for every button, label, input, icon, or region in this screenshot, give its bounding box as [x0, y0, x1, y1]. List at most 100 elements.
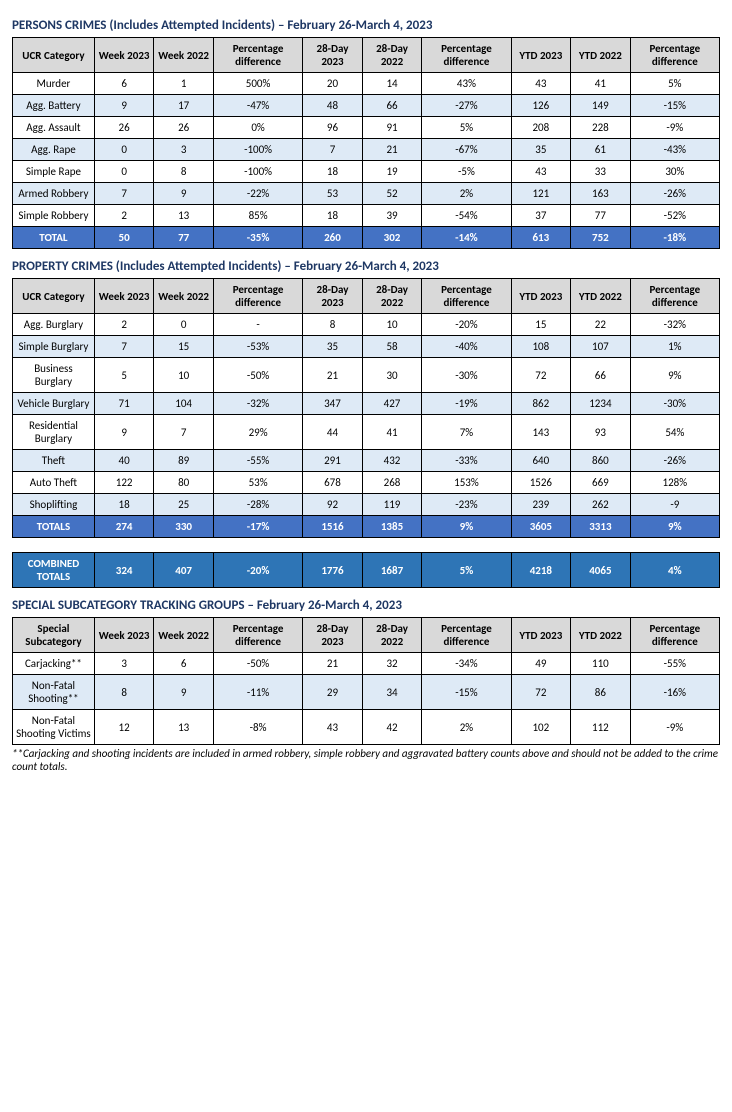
cell: Agg. Assault — [13, 117, 95, 139]
cell: -15% — [422, 675, 511, 710]
cell: Agg. Burglary — [13, 314, 95, 336]
property-header-row: UCR CategoryWeek 2023Week 2022Percentage… — [13, 279, 720, 314]
table-row: Non-Fatal Shooting**89-11%2934-15%7286-1… — [13, 675, 720, 710]
table-row: Shoplifting1825-28%92119-23%239262-9 — [13, 494, 720, 516]
cell: 12 — [94, 710, 154, 745]
cell: Simple Burglary — [13, 336, 95, 358]
cell: 4065 — [571, 553, 631, 588]
cell: 330 — [154, 516, 214, 538]
cell: 18 — [303, 205, 363, 227]
cell: 0 — [94, 139, 154, 161]
cell: 274 — [94, 516, 154, 538]
cell: 80 — [154, 472, 214, 494]
cell: 1687 — [362, 553, 422, 588]
cell: 17 — [154, 95, 214, 117]
cell: 21 — [303, 358, 363, 393]
cell: 110 — [571, 653, 631, 675]
column-header: YTD 2022 — [571, 279, 631, 314]
cell: 9 — [94, 415, 154, 450]
cell: 143 — [511, 415, 571, 450]
column-header: Percentage difference — [630, 38, 719, 73]
cell: 2% — [422, 183, 511, 205]
combined-table: COMBINED TOTALS324407-20%177616875%42184… — [12, 552, 720, 588]
combined-row: COMBINED TOTALS324407-20%177616875%42184… — [13, 553, 720, 588]
column-header: YTD 2022 — [571, 38, 631, 73]
cell: 8 — [154, 161, 214, 183]
column-header: Week 2022 — [154, 618, 214, 653]
persons-table: UCR CategoryWeek 2023Week 2022Percentage… — [12, 37, 720, 249]
column-header: Percentage difference — [630, 279, 719, 314]
cell: 3313 — [571, 516, 631, 538]
cell: 119 — [362, 494, 422, 516]
column-header: Percentage difference — [213, 279, 302, 314]
cell: 302 — [362, 227, 422, 249]
cell: 208 — [511, 117, 571, 139]
cell: 860 — [571, 450, 631, 472]
cell: -9 — [630, 494, 719, 516]
cell: -20% — [422, 314, 511, 336]
table-row: Theft4089-55%291432-33%640860-26% — [13, 450, 720, 472]
column-header: 28-Day 2022 — [362, 38, 422, 73]
property-title: PROPERTY CRIMES (Includes Attempted Inci… — [12, 259, 720, 274]
cell: 54% — [630, 415, 719, 450]
cell: 43 — [511, 73, 571, 95]
cell: Business Burglary — [13, 358, 95, 393]
table-row: Auto Theft1228053%678268153%1526669128% — [13, 472, 720, 494]
cell: 2 — [94, 205, 154, 227]
cell: Non-Fatal Shooting Victims — [13, 710, 95, 745]
cell: 9% — [630, 516, 719, 538]
cell: 153% — [422, 472, 511, 494]
cell: 0 — [94, 161, 154, 183]
cell: 7 — [303, 139, 363, 161]
column-header: Percentage difference — [422, 618, 511, 653]
cell: 18 — [94, 494, 154, 516]
cell: 77 — [154, 227, 214, 249]
cell: 432 — [362, 450, 422, 472]
cell: 1 — [154, 73, 214, 95]
cell: -9% — [630, 117, 719, 139]
cell: 61 — [571, 139, 631, 161]
total-row: TOTAL5077-35%260302-14%613752-18% — [13, 227, 720, 249]
column-header: Percentage difference — [213, 618, 302, 653]
cell: 122 — [94, 472, 154, 494]
table-row: Agg. Rape03-100%721-67%3561-43% — [13, 139, 720, 161]
cell: Carjacking** — [13, 653, 95, 675]
cell: 39 — [362, 205, 422, 227]
cell: -55% — [213, 450, 302, 472]
cell: 43% — [422, 73, 511, 95]
column-header: YTD 2023 — [511, 279, 571, 314]
cell: -26% — [630, 450, 719, 472]
table-row: Agg. Burglary20-810-20%1522-32% — [13, 314, 720, 336]
cell: Theft — [13, 450, 95, 472]
cell: 669 — [571, 472, 631, 494]
table-row: Simple Burglary715-53%3558-40%1081071% — [13, 336, 720, 358]
cell: Vehicle Burglary — [13, 393, 95, 415]
cell: 640 — [511, 450, 571, 472]
cell: 92 — [303, 494, 363, 516]
cell: -43% — [630, 139, 719, 161]
cell: 7 — [94, 336, 154, 358]
cell: -22% — [213, 183, 302, 205]
cell: Shoplifting — [13, 494, 95, 516]
cell: -5% — [422, 161, 511, 183]
persons-header-row: UCR CategoryWeek 2023Week 2022Percentage… — [13, 38, 720, 73]
cell: 104 — [154, 393, 214, 415]
cell: 7% — [422, 415, 511, 450]
cell: 5% — [422, 117, 511, 139]
column-header: UCR Category — [13, 38, 95, 73]
cell: 1385 — [362, 516, 422, 538]
cell: 48 — [303, 95, 363, 117]
column-header: Percentage difference — [422, 279, 511, 314]
table-row: Simple Rape08-100%1819-5%433330% — [13, 161, 720, 183]
table-row: Armed Robbery79-22%53522%121163-26% — [13, 183, 720, 205]
cell: 4218 — [511, 553, 571, 588]
cell: -26% — [630, 183, 719, 205]
cell: 15 — [154, 336, 214, 358]
property-table: UCR CategoryWeek 2023Week 2022Percentage… — [12, 278, 720, 538]
cell: -20% — [213, 553, 302, 588]
cell: 9 — [154, 183, 214, 205]
cell: Simple Rape — [13, 161, 95, 183]
cell: 8 — [94, 675, 154, 710]
cell: -30% — [422, 358, 511, 393]
column-header: Percentage difference — [630, 618, 719, 653]
